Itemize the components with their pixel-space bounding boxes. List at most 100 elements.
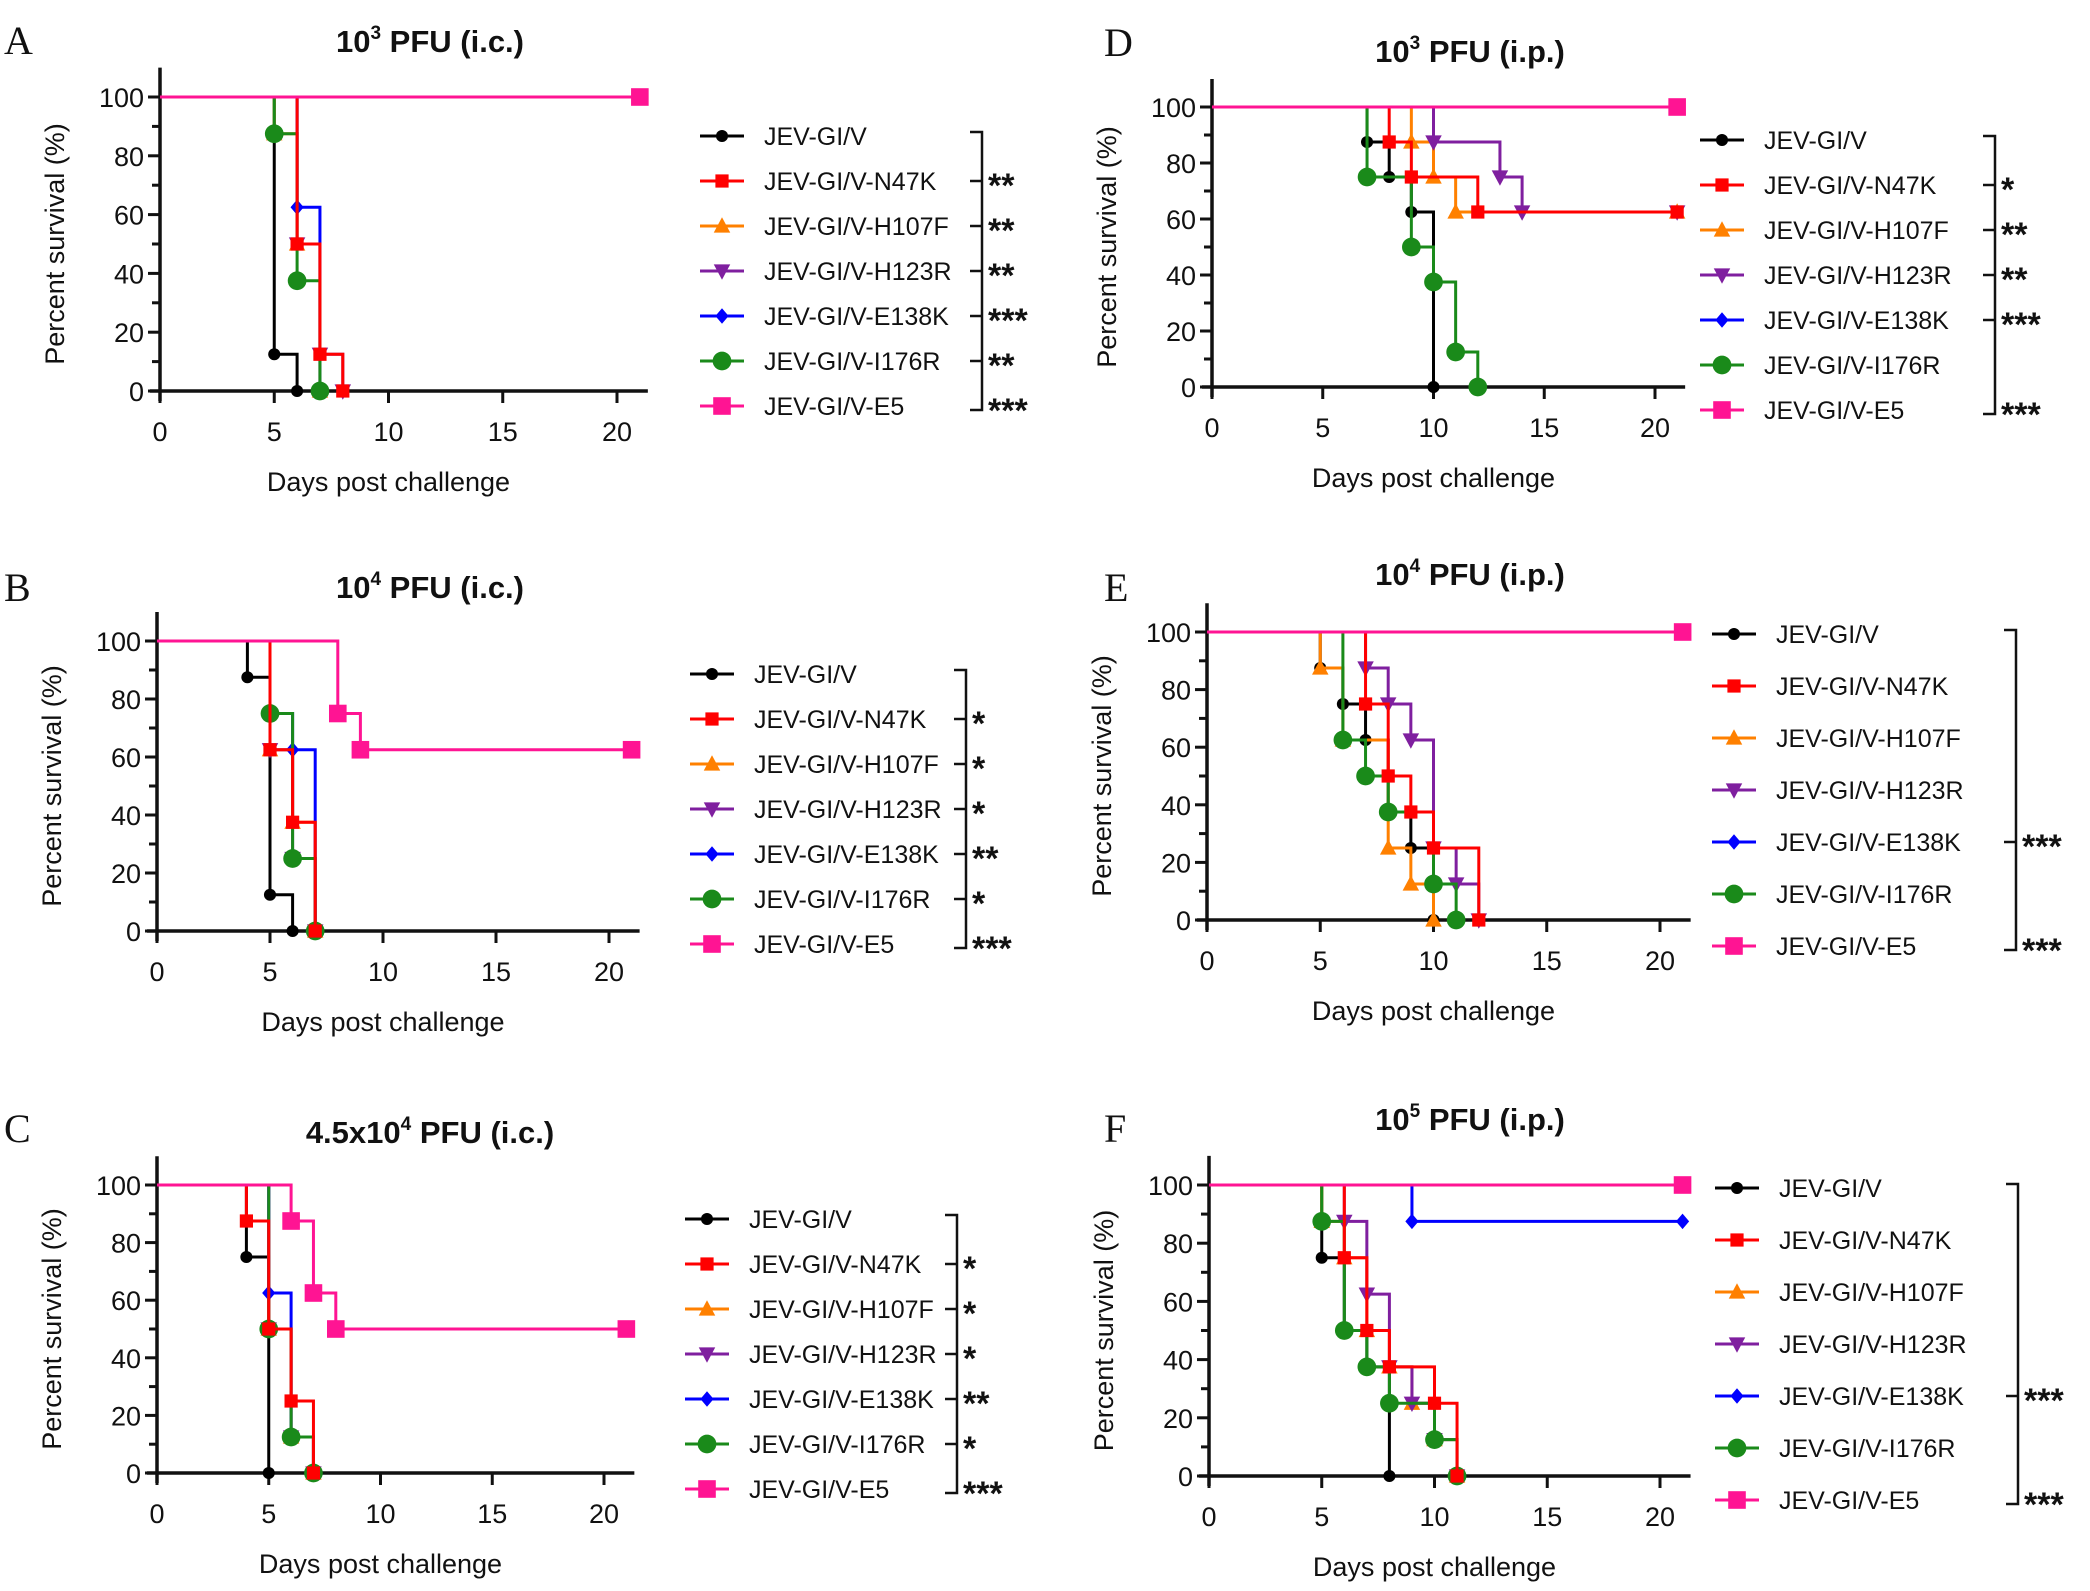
data-point-marker [1360,1323,1374,1338]
x-tick-label: 10 [373,417,403,447]
y-tick-label: 20 [1163,1404,1193,1434]
legend-label: JEV-GI/V-E138K [749,1386,934,1414]
x-axis-label: Days post challenge [1312,996,1555,1026]
legend-marker-icon [703,802,721,818]
x-tick-label: 0 [152,417,167,447]
legend-item: JEV-GI/V-N47K [1712,673,1949,701]
legend-marker-icon [1728,1337,1746,1353]
y-tick-label: 80 [111,1229,141,1259]
legend-item: JEV-GI/V-E5 [700,393,904,421]
data-point-marker [1404,805,1418,819]
survival-curve [1212,105,1480,387]
legend-marker-icon [697,1434,717,1454]
legend-marker-icon [1730,1181,1744,1195]
legend-label: JEV-GI/V-I176R [754,886,930,914]
y-axis-label: Percent survival (%) [40,123,70,365]
legend-item: JEV-GI/V-I176R [1712,881,1952,909]
legend-marker-icon [715,174,729,188]
significance-stars: *** [972,930,1012,968]
legend-item: JEV-GI/V-N47K [1715,1227,1952,1255]
data-point-marker [263,743,277,757]
data-point-marker [1446,910,1466,930]
legend-marker-icon [713,397,731,415]
significance-stars: *** [988,392,1028,430]
y-tick-label: 100 [96,627,141,657]
data-point-marker [617,1320,636,1338]
title-rest: PFU (i.c.) [381,570,524,605]
significance-stars: ** [2001,261,2028,299]
legend-item: JEV-GI/V-E5 [1712,933,1916,961]
legend-marker-icon [705,846,719,862]
legend-marker-icon [1725,783,1743,799]
data-point-marker [1380,1393,1399,1413]
series-jev-gi-v-n47k [1212,105,1684,219]
title-rest: PFU (i.p.) [1420,557,1565,592]
legend-marker-icon [715,129,729,143]
y-tick-label: 40 [1163,1346,1193,1376]
data-point-marker [1471,205,1485,219]
title-base: 10 [336,24,370,59]
data-point-marker [1312,1212,1332,1231]
series-jev-gi-v-e5 [157,639,641,759]
data-point-marker [1315,1251,1328,1264]
x-tick-label: 5 [262,957,277,987]
legend-marker-icon [1724,884,1744,904]
legend-marker-icon [712,351,732,371]
data-point-marker [336,384,350,398]
legend-item: JEV-GI/V-E138K [700,303,949,331]
x-axis-label: Days post challenge [1313,1552,1556,1582]
x-axis-label: Days post challenge [259,1549,502,1579]
legend-marker-icon [1730,1388,1744,1404]
y-tick-label: 60 [1166,205,1196,235]
y-tick-label: 60 [114,201,144,231]
legend-label: JEV-GI/V-H123R [1779,1331,1967,1359]
data-point-marker [268,348,281,361]
x-tick-label: 0 [1199,946,1214,976]
series-jev-gi-v-e5 [1207,623,1692,641]
legend-label: JEV-GI/V-E5 [1779,1487,1919,1515]
legend-item: JEV-GI/V-I176R [1700,352,1940,380]
panel-title: 103 PFU (i.p.) [1375,33,1565,69]
data-point-marker [1673,1176,1692,1194]
x-tick-label: 20 [589,1499,619,1529]
data-point-marker [306,1466,321,1480]
legend-item: JEV-GI/V-H123R [700,258,952,286]
significance-stars: * [963,1430,977,1468]
x-tick-label: 15 [477,1499,507,1529]
legend-label: JEV-GI/V-H107F [764,213,949,241]
x-tick-label: 5 [267,417,282,447]
panel-title: 105 PFU (i.p.) [1375,1101,1565,1137]
data-point-marker [241,671,254,684]
data-point-marker [1673,623,1692,641]
legend-item: JEV-GI/V-E138K [1715,1383,1964,1411]
legend-label: JEV-GI/V-H107F [754,751,939,779]
legend-label: JEV-GI/V-E5 [749,1476,889,1504]
series-jev-gi-v-h123r [157,639,324,940]
data-point-marker [1472,913,1486,927]
significance-stars: ** [988,167,1015,205]
panel-letter: A [4,18,33,63]
data-point-marker [281,1427,301,1447]
x-tick-label: 20 [1645,946,1675,976]
x-axis-label: Days post challenge [267,467,510,497]
legend-marker-icon [1715,133,1729,147]
y-axis-label: Percent survival (%) [37,1208,67,1450]
legend-marker-icon [1727,1438,1747,1458]
data-point-marker [1402,733,1420,749]
title-exponent: 4 [370,569,381,590]
data-point-marker [1427,1396,1442,1410]
x-tick-label: 5 [1314,1502,1329,1532]
significance-stars: *** [2024,1382,2064,1420]
data-point-marker [1424,272,1443,292]
data-point-marker [1468,377,1488,397]
y-tick-label: 80 [111,685,141,715]
legend: JEV-GI/V JEV-GI/V-N47K JEV-GI/V-H107F JEV-G… [685,1206,1003,1513]
y-tick-label: 20 [111,1401,141,1431]
data-point-marker [1383,1469,1396,1483]
legend-item: JEV-GI/V-N47K [685,1251,922,1279]
y-tick-label: 0 [1181,373,1196,403]
legend-label: JEV-GI/V [1779,1175,1882,1203]
x-tick-label: 0 [1201,1502,1216,1532]
